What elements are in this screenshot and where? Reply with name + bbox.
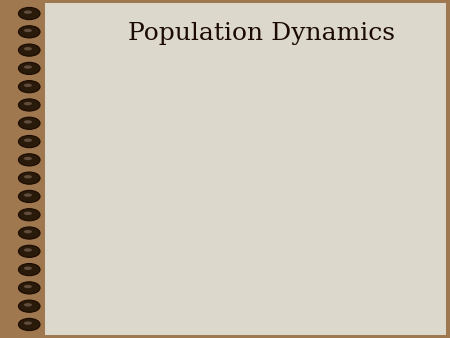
Ellipse shape xyxy=(24,175,32,178)
Ellipse shape xyxy=(24,212,32,215)
Ellipse shape xyxy=(24,303,32,307)
Ellipse shape xyxy=(18,117,40,129)
Ellipse shape xyxy=(18,172,40,184)
Ellipse shape xyxy=(24,120,32,124)
Ellipse shape xyxy=(24,193,32,197)
FancyBboxPatch shape xyxy=(45,3,446,335)
Ellipse shape xyxy=(18,245,40,258)
Ellipse shape xyxy=(24,102,32,105)
Ellipse shape xyxy=(24,65,32,69)
Ellipse shape xyxy=(18,318,40,331)
Text: Population Dynamics: Population Dynamics xyxy=(127,22,395,45)
Ellipse shape xyxy=(24,230,32,233)
Ellipse shape xyxy=(24,83,32,87)
Ellipse shape xyxy=(24,285,32,288)
Ellipse shape xyxy=(24,10,32,14)
Ellipse shape xyxy=(24,157,32,160)
Ellipse shape xyxy=(24,267,32,270)
Ellipse shape xyxy=(18,44,40,56)
Ellipse shape xyxy=(24,47,32,50)
Ellipse shape xyxy=(24,321,32,325)
Text: Minimum: Minimum xyxy=(237,266,281,276)
Ellipse shape xyxy=(24,29,32,32)
Text: Interspecific
Competition: Interspecific Competition xyxy=(114,179,184,198)
Ellipse shape xyxy=(18,7,40,20)
Ellipse shape xyxy=(18,300,40,312)
X-axis label: Time: Time xyxy=(242,298,275,312)
Ellipse shape xyxy=(18,154,40,166)
Ellipse shape xyxy=(18,264,40,276)
Ellipse shape xyxy=(24,139,32,142)
Ellipse shape xyxy=(24,248,32,252)
Text: Carrying Capacity: Carrying Capacity xyxy=(206,107,312,118)
Ellipse shape xyxy=(18,136,40,148)
Ellipse shape xyxy=(18,99,40,111)
Ellipse shape xyxy=(18,80,40,93)
Ellipse shape xyxy=(18,209,40,221)
Y-axis label: Population Size: Population Size xyxy=(89,137,102,249)
Ellipse shape xyxy=(18,282,40,294)
Ellipse shape xyxy=(18,190,40,202)
Ellipse shape xyxy=(18,26,40,38)
Ellipse shape xyxy=(18,62,40,74)
Ellipse shape xyxy=(18,227,40,239)
